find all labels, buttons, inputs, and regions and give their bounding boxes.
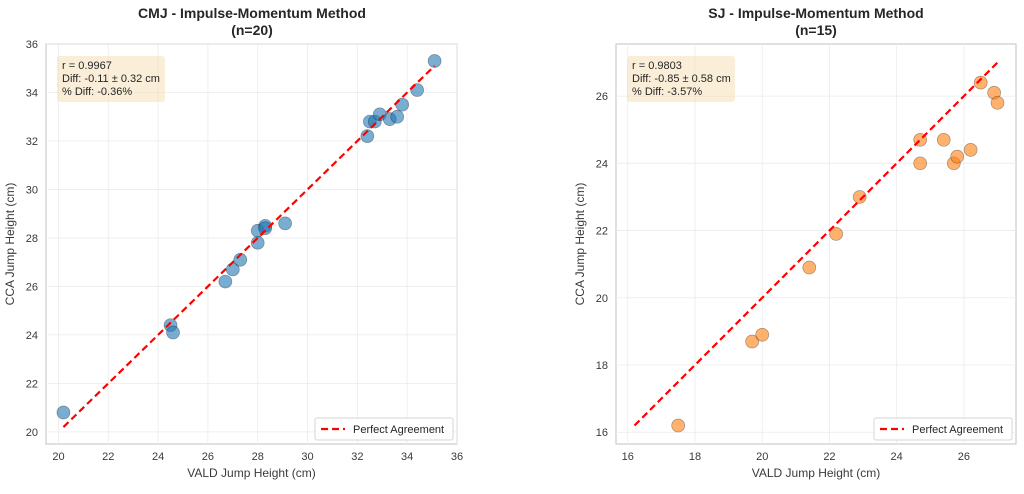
x-tick-label: 20 (756, 451, 768, 463)
x-tick-label: 34 (401, 451, 413, 463)
chart-title: CMJ - Impulse-Momentum Method (138, 5, 366, 21)
legend-label: Perfect Agreement (353, 424, 444, 436)
data-point (913, 156, 928, 171)
data-point (671, 418, 686, 433)
data-point (755, 327, 770, 342)
y-tick-label: 20 (26, 427, 38, 439)
stats-annotation-line: % Diff: -0.36% (62, 86, 132, 98)
sj-panel: SJ - Impulse-Momentum Method(n=15) 16 18 20… (573, 5, 1017, 480)
x-tick-label: 32 (351, 451, 363, 463)
data-point (936, 132, 951, 147)
y-tick-label: 30 (26, 184, 38, 196)
stats-annotation-line: r = 0.9967 (62, 60, 112, 72)
y-tick-label: 36 (26, 39, 38, 51)
data-point (258, 221, 273, 236)
data-point (278, 216, 292, 231)
x-tick-label: 18 (689, 451, 701, 463)
data-point (427, 54, 442, 68)
data-point (166, 325, 180, 340)
stats-annotation-line: Diff: -0.85 ± 0.58 cm (632, 73, 731, 85)
x-tick-label: 24 (891, 451, 903, 463)
data-point (802, 260, 817, 275)
legend (873, 417, 1013, 441)
y-tick-label: 18 (596, 360, 608, 372)
chart-title: SJ - Impulse-Momentum Method (708, 5, 923, 21)
data-point (360, 129, 375, 143)
legend-label: Perfect Agreement (912, 424, 1003, 436)
data-point (829, 227, 844, 241)
stats-annotation-box (57, 56, 165, 102)
x-tick-label: 28 (252, 451, 264, 463)
perfect-agreement-line (633, 61, 999, 427)
data-point (410, 83, 424, 97)
stats-annotation-box (627, 56, 735, 102)
x-tick-label: 20 (52, 451, 64, 463)
x-tick-label: 26 (202, 451, 214, 463)
y-axis-label: CCA Jump Height (cm) (573, 183, 587, 306)
y-tick-label: 26 (26, 281, 38, 293)
y-axis-label: CCA Jump Height (cm) (3, 183, 17, 306)
data-point (990, 95, 1005, 110)
y-tick-label: 20 (596, 293, 608, 305)
x-tick-label: 26 (958, 451, 970, 463)
y-tick-label: 16 (596, 427, 608, 439)
x-axis-label: VALD Jump Height (cm) (752, 466, 880, 480)
stats-annotation-line: % Diff: -3.57% (632, 86, 702, 98)
x-axis-label: VALD Jump Height (cm) (187, 466, 315, 480)
y-tick-label: 26 (596, 91, 608, 103)
y-tick-label: 32 (26, 136, 38, 148)
data-point (852, 190, 867, 204)
data-point (218, 274, 233, 289)
data-point (973, 75, 988, 90)
x-tick-label: 30 (301, 451, 313, 463)
legend (314, 417, 454, 441)
data-point (390, 109, 405, 124)
stats-annotation-line: Diff: -0.11 ± 0.32 cm (62, 73, 160, 85)
x-tick-label: 16 (622, 451, 634, 463)
y-tick-label: 24 (26, 330, 38, 342)
data-point (395, 97, 410, 112)
cmj-panel: CMJ - Impulse-Momentum Method(n=20) 20 22 2… (3, 5, 463, 480)
chart-subtitle: (n=20) (231, 22, 273, 38)
perfect-agreement-line (62, 65, 436, 428)
chart-subtitle: (n=15) (795, 22, 837, 38)
data-point (950, 149, 965, 164)
y-tick-label: 22 (596, 226, 608, 238)
data-point (963, 143, 978, 157)
x-tick-label: 24 (152, 451, 164, 463)
data-point (745, 334, 759, 349)
y-tick-label: 34 (26, 87, 38, 99)
x-tick-label: 22 (823, 451, 835, 463)
y-tick-label: 28 (26, 233, 38, 245)
data-point (56, 405, 71, 420)
stats-annotation-line: r = 0.9803 (632, 60, 682, 72)
x-tick-label: 36 (451, 451, 463, 463)
x-tick-label: 22 (102, 451, 114, 463)
y-tick-label: 22 (26, 378, 38, 390)
data-point (233, 252, 248, 267)
y-tick-label: 24 (596, 158, 608, 170)
